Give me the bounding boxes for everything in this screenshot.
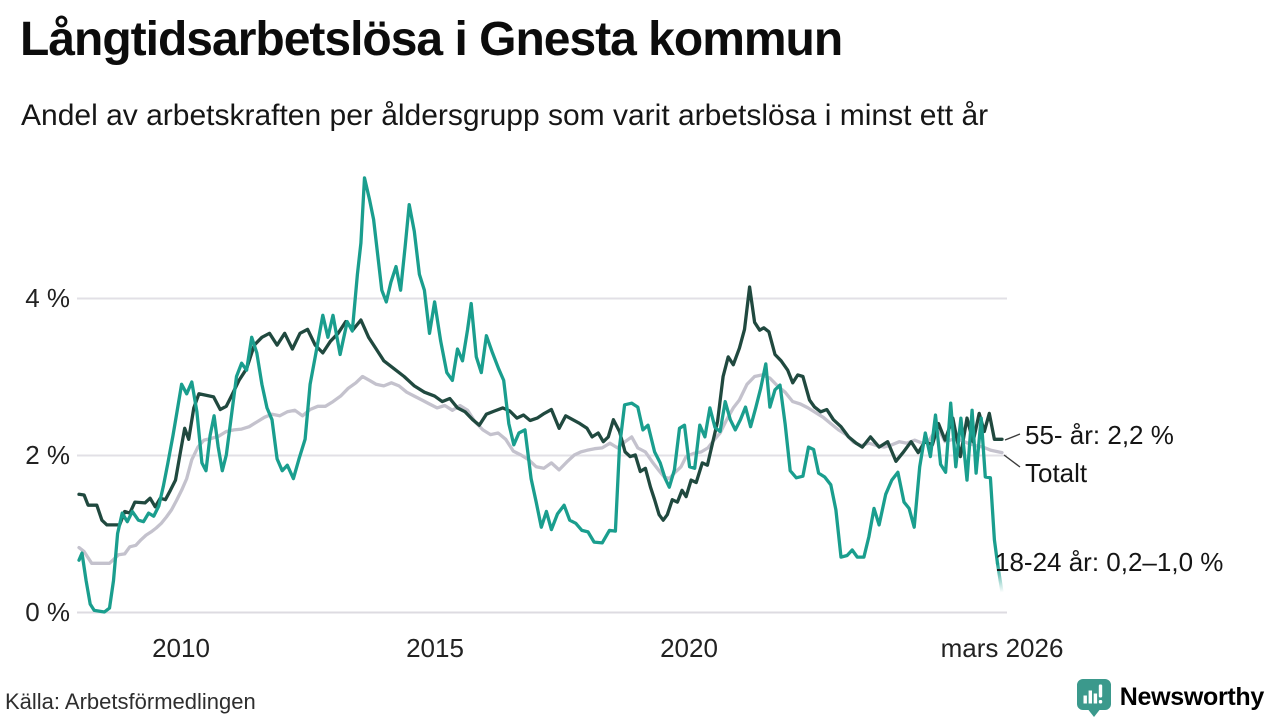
series-layer bbox=[77, 176, 1004, 614]
annotation-totalt: Totalt bbox=[1025, 458, 1088, 488]
chart-subtitle: Andel av arbetskraften per åldersgrupp s… bbox=[21, 99, 989, 132]
page-title: Långtidsarbetslösa i Gnesta kommun bbox=[20, 13, 843, 66]
annotation-18-24-ar: 18-24 år: 0,2–1,0 % bbox=[995, 547, 1223, 577]
line-chart: 0 % 2 % 4 % 2010 2015 2020 mars 2026 55-… bbox=[25, 176, 1223, 663]
y-tick-0: 0 % bbox=[25, 597, 70, 627]
y-tick-4: 4 % bbox=[25, 283, 70, 313]
x-tick-2015: 2015 bbox=[406, 633, 464, 663]
annotations: 55- år: 2,2 % Totalt 18-24 år: 0,2–1,0 % bbox=[995, 420, 1223, 577]
line-18-24-ar bbox=[77, 176, 1000, 614]
y-axis: 0 % 2 % 4 % bbox=[25, 283, 70, 627]
source-credit: Källa: Arbetsförmedlingen bbox=[5, 689, 256, 714]
brand-name: Newsworthy bbox=[1119, 683, 1265, 711]
y-tick-2: 2 % bbox=[25, 440, 70, 470]
line-tail-18-24-ar bbox=[995, 561, 1004, 595]
newsworthy-logo-icon bbox=[1076, 679, 1111, 717]
connector-totalt bbox=[1003, 454, 1021, 468]
connector-55-ar bbox=[1004, 433, 1021, 441]
newsworthy-brand: Newsworthy bbox=[1076, 678, 1264, 717]
x-axis: 2010 2015 2020 mars 2026 bbox=[152, 633, 1063, 663]
annotation-55-ar: 55- år: 2,2 % bbox=[1025, 420, 1174, 450]
x-tick-2010: 2010 bbox=[152, 633, 210, 663]
annotation-connectors bbox=[1003, 433, 1021, 468]
line-55-ar bbox=[77, 285, 1004, 527]
gridlines bbox=[77, 297, 1007, 614]
x-tick-mars-2026: mars 2026 bbox=[941, 633, 1064, 663]
line-totalt bbox=[77, 373, 1004, 565]
x-tick-2020: 2020 bbox=[660, 633, 718, 663]
logo-bars-icon bbox=[1083, 684, 1102, 704]
